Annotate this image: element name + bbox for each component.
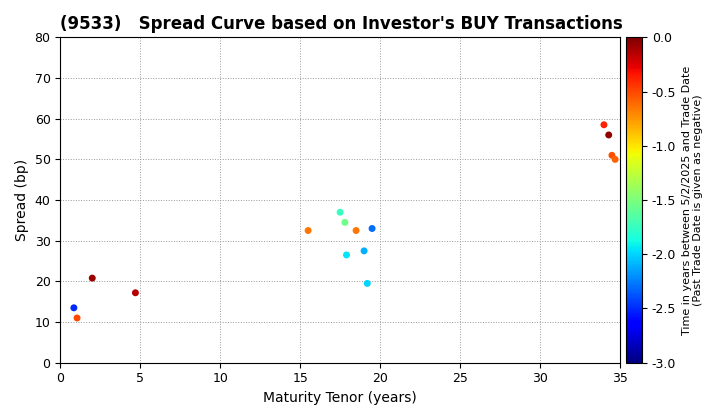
Point bbox=[341, 252, 352, 258]
Point bbox=[339, 219, 351, 226]
Point bbox=[361, 280, 373, 287]
Point bbox=[359, 247, 370, 254]
Point bbox=[68, 304, 80, 311]
Text: (9533)   Spread Curve based on Investor's BUY Transactions: (9533) Spread Curve based on Investor's … bbox=[60, 15, 623, 33]
Point bbox=[366, 225, 378, 232]
Point bbox=[603, 131, 614, 138]
Point bbox=[598, 121, 610, 128]
Point bbox=[71, 315, 83, 321]
X-axis label: Maturity Tenor (years): Maturity Tenor (years) bbox=[264, 391, 417, 405]
Point bbox=[351, 227, 362, 234]
Point bbox=[606, 152, 618, 159]
Point bbox=[609, 156, 621, 163]
Point bbox=[130, 289, 141, 296]
Y-axis label: Spread (bp): Spread (bp) bbox=[15, 159, 29, 241]
Y-axis label: Time in years between 5/2/2025 and Trade Date
(Past Trade Date is given as negat: Time in years between 5/2/2025 and Trade… bbox=[682, 66, 703, 335]
Point bbox=[334, 209, 346, 215]
Point bbox=[86, 275, 98, 281]
Point bbox=[302, 227, 314, 234]
